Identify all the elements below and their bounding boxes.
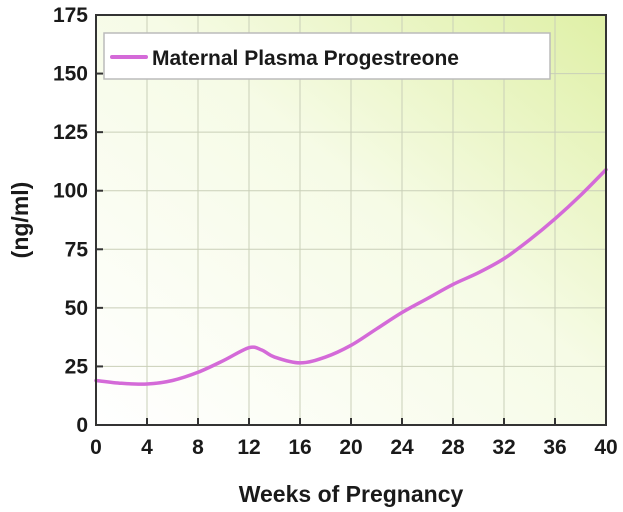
x-tick-label: 8 [192,436,204,459]
y-axis-title: (ng/ml) [7,182,33,259]
y-tick-label: 150 [53,63,88,86]
x-tick-label: 12 [237,436,260,459]
x-tick-label: 36 [543,436,566,459]
y-tick-label: 25 [65,355,89,378]
y-tick-label: 75 [65,238,89,261]
legend: Maternal Plasma Progestreone [103,32,551,80]
ticks [95,14,607,426]
y-tick-label: 100 [53,180,88,203]
legend-label: Maternal Plasma Progestreone [152,47,459,70]
x-tick-label: 20 [339,436,362,459]
x-tick-label: 24 [390,436,414,459]
y-tick-label: 50 [65,297,88,320]
y-tick-labels: 0 25 50 75 100 125 150 175 [53,4,88,437]
series-layer [94,167,608,386]
y-tick-label: 175 [53,4,88,27]
x-tick-labels: 0 4 8 12 16 20 24 28 32 36 40 [90,436,618,459]
y-tick-label: 0 [76,414,88,437]
x-tick-label: 0 [90,436,102,459]
x-tick-label: 28 [441,436,465,459]
x-tick-label: 32 [492,436,515,459]
series-line [94,167,608,386]
legend-box [103,32,551,80]
x-tick-label: 4 [141,436,153,459]
x-tick-label: 40 [594,436,617,459]
x-tick-label: 16 [288,436,311,459]
x-axis-title: Weeks of Pregnancy [239,481,464,507]
y-tick-label: 125 [53,121,88,144]
